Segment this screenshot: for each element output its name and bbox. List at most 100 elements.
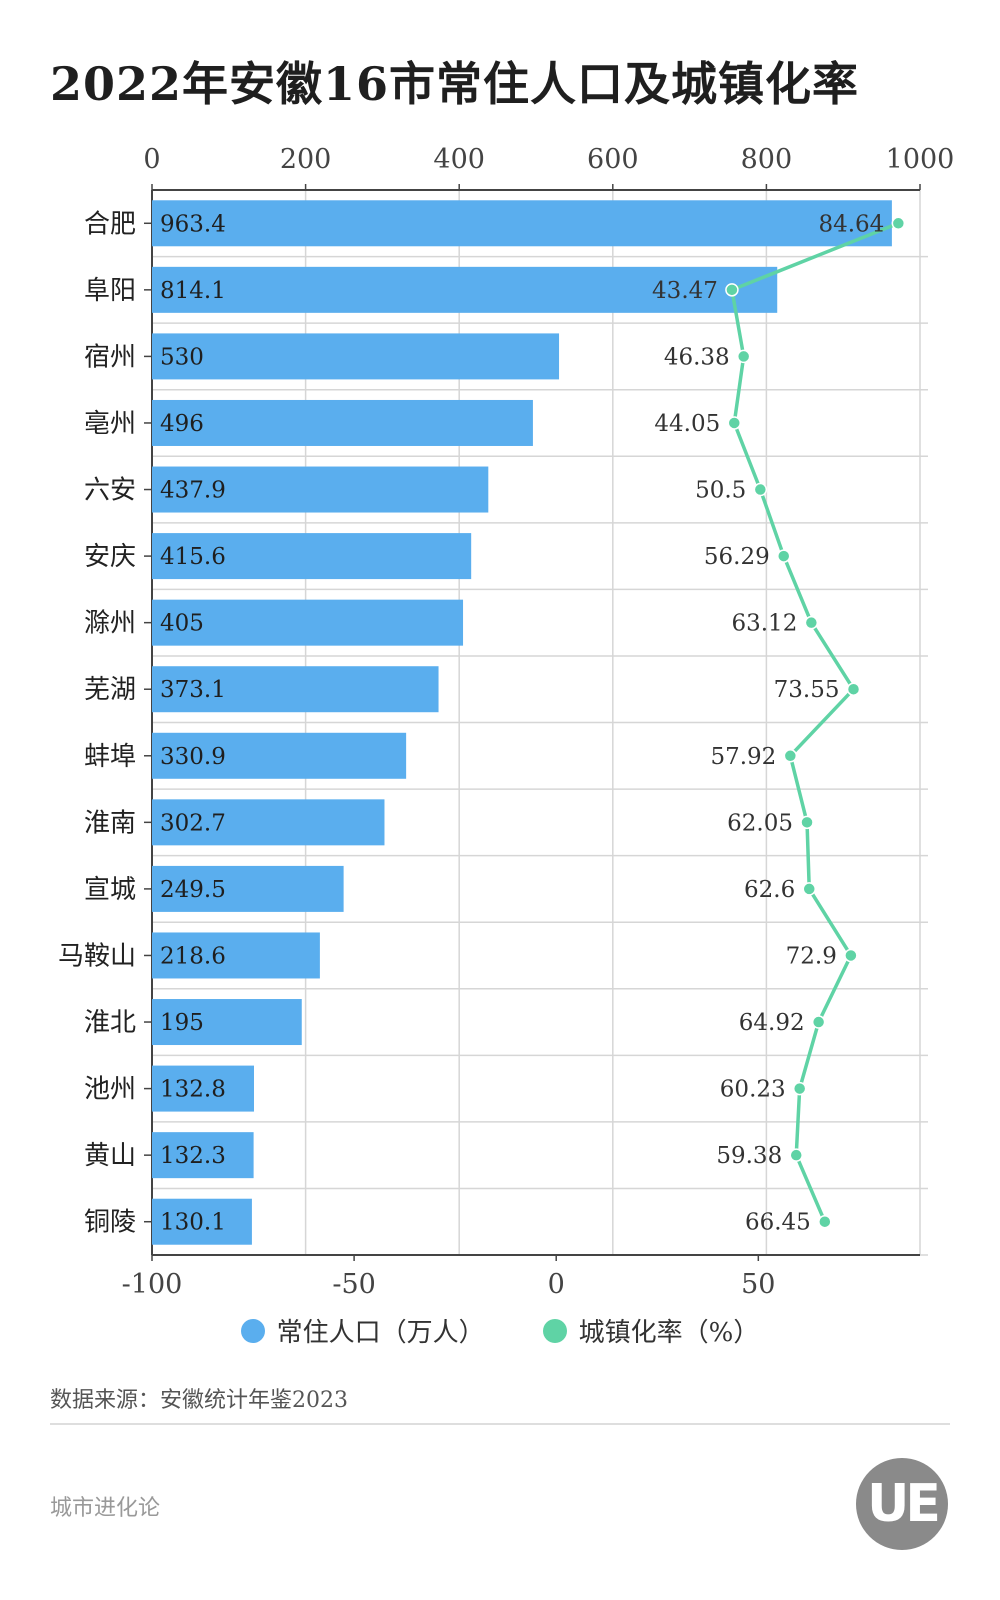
brand-logo-text: UE [867, 1474, 941, 1534]
category-label: 马鞍山 [58, 941, 136, 971]
urbanization-point [736, 349, 751, 364]
population-bar [152, 200, 892, 247]
urbanization-value-label: 84.64 [818, 211, 884, 237]
urbanization-value-label: 62.6 [744, 877, 795, 903]
category-label: 铜陵 [84, 1208, 136, 1238]
urbanization-point [811, 1015, 826, 1029]
category-label: 黄山 [84, 1141, 136, 1171]
top-tick-label: 400 [433, 144, 485, 175]
category-label: 蚌埠 [84, 742, 136, 772]
population-value-label: 415.6 [160, 544, 226, 570]
category-label: 亳州 [84, 409, 136, 439]
urbanization-point [776, 549, 791, 563]
urbanization-point [800, 815, 814, 830]
bottom-tick-label: 0 [548, 1269, 565, 1300]
population-value-label: 130.1 [160, 1210, 226, 1236]
population-value-label: 437.9 [160, 478, 226, 504]
urbanization-point [891, 216, 906, 231]
category-label: 池州 [84, 1075, 136, 1105]
urbanization-point [804, 615, 819, 630]
divider [50, 1423, 950, 1425]
urbanization-point [792, 1081, 807, 1096]
category-label: 六安 [84, 476, 136, 506]
legend-item-urbanization: 城镇化率（%） [542, 1312, 760, 1349]
urbanization-value-label: 59.38 [716, 1143, 782, 1169]
population-bar [152, 599, 464, 646]
urbanization-line [730, 221, 899, 1223]
population-value-label: 195 [160, 1010, 204, 1036]
top-tick-label: 800 [741, 144, 793, 175]
legend: 常住人口（万人） 城镇化率（%） [0, 1312, 1000, 1349]
population-value-label: 249.5 [160, 877, 226, 903]
chart-area: 0 200 400 600 800 1000 -100 -50 0 50 合肥 963.4 阜阳 814.… [58, 144, 955, 1300]
population-bar [152, 666, 439, 713]
urbanization-point [753, 482, 768, 497]
urbanization-value-label: 50.5 [695, 478, 746, 504]
top-tick-label: 600 [587, 144, 639, 175]
population-value-label: 373.1 [160, 677, 226, 703]
urbanization-value-label: 57.92 [710, 744, 776, 770]
urbanization-point [844, 948, 858, 963]
population-bar [152, 999, 302, 1046]
bottom-tick-label: -50 [332, 1269, 375, 1300]
category-label: 宣城 [84, 875, 136, 905]
urbanization-point [727, 416, 742, 430]
top-tick-label: 1000 [886, 144, 955, 175]
population-value-label: 963.4 [160, 211, 226, 237]
category-label: 滁州 [84, 609, 136, 639]
population-bar [152, 1065, 254, 1112]
population-bar [152, 1132, 254, 1179]
top-tick-label: 200 [280, 144, 332, 175]
urbanization-value-label: 73.55 [774, 677, 840, 703]
urbanization-value-label: 46.38 [664, 344, 730, 370]
population-bar [152, 1198, 252, 1245]
population-bar [152, 732, 407, 779]
category-label: 宿州 [84, 342, 136, 372]
category-label: 淮南 [84, 808, 136, 838]
category-label: 芜湖 [84, 675, 136, 705]
data-source: 数据来源：安徽统计年鉴2023 [50, 1388, 348, 1413]
urbanization-point [846, 682, 861, 696]
population-value-label: 530 [160, 344, 204, 370]
urbanization-point [789, 1148, 803, 1162]
category-label: 安庆 [84, 542, 136, 572]
urbanization-value-label: 62.05 [727, 810, 793, 836]
population-value-label: 496 [160, 411, 204, 437]
bottom-tick-label: 50 [741, 1269, 775, 1300]
urbanization-value-label: 72.9 [786, 943, 837, 969]
category-label: 淮北 [84, 1008, 136, 1038]
urbanization-point [783, 749, 798, 763]
legend-label-population: 常住人口（万人） [276, 1318, 485, 1348]
category-label: 合肥 [84, 209, 136, 239]
chart-title: 2022年安徽16市常住人口及城镇化率 [50, 57, 860, 111]
population-value-label: 132.3 [160, 1143, 226, 1169]
urbanization-value-label: 44.05 [654, 411, 720, 437]
brand-logo: UE [856, 1458, 948, 1550]
population-value-label: 218.6 [160, 943, 226, 969]
urbanization-point [802, 882, 816, 896]
bottom-tick-label: -100 [122, 1269, 183, 1300]
population-bar [152, 865, 344, 912]
population-value-label: 405 [160, 611, 204, 637]
legend-swatch-urbanization [542, 1318, 567, 1343]
urbanization-value-label: 64.92 [739, 1010, 805, 1036]
urbanization-value-label: 60.23 [720, 1077, 786, 1103]
population-bar [152, 466, 489, 513]
population-bar [152, 399, 533, 446]
urbanization-value-label: 63.12 [731, 611, 797, 637]
category-label: 阜阳 [84, 276, 136, 306]
population-value-label: 330.9 [160, 744, 226, 770]
urbanization-point [818, 1214, 832, 1229]
population-bar [152, 266, 778, 313]
urbanization-point [725, 283, 739, 297]
population-bar [152, 333, 560, 380]
population-bar [152, 799, 385, 846]
population-bar [152, 932, 320, 979]
population-value-label: 132.8 [160, 1077, 226, 1103]
population-value-label: 302.7 [160, 810, 226, 836]
population-bar [152, 533, 472, 580]
brand-name: 城市进化论 [50, 1496, 161, 1521]
legend-label-urbanization: 城镇化率（%） [578, 1318, 760, 1348]
population-value-label: 814.1 [160, 278, 226, 304]
urbanization-value-label: 43.47 [652, 278, 718, 304]
